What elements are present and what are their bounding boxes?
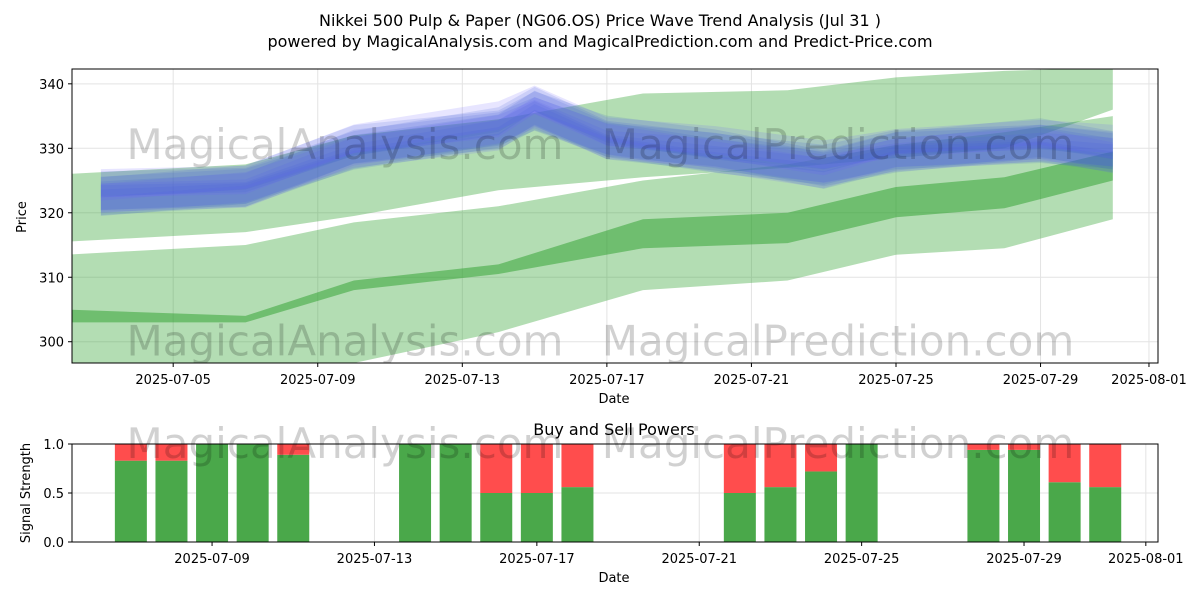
bottom-chart-title: Buy and Sell Powers [533, 420, 695, 439]
price-wave-6 [100, 97, 1113, 201]
sell-bar-1 [155, 444, 188, 461]
bottom-y-tick-label-0: 0.0 [43, 536, 64, 551]
buy-bar-4 [277, 454, 310, 542]
watermark-top-2: MagicalPrediction.com [602, 120, 1075, 169]
bottom-y-tick-label-2: 1.0 [43, 438, 64, 453]
sell-bar-16 [1048, 444, 1081, 483]
top-y-tick-label-0: 300 [39, 336, 64, 351]
watermark-top-1: MagicalAnalysis.com [127, 120, 564, 169]
sell-bar-17 [1089, 444, 1122, 488]
top-x-axis-label: Date [598, 392, 629, 407]
buy-bar-11 [764, 487, 797, 542]
top-x-tick-label-7: 2025-08-01 [1111, 373, 1187, 388]
buy-bar-5 [399, 444, 432, 542]
buy-bar-17 [1089, 487, 1122, 542]
sell-bar-10 [723, 444, 756, 493]
bottom-plot-frame [71, 443, 1159, 543]
buy-bar-8 [520, 493, 553, 542]
sell-bar-8 [520, 444, 553, 493]
buy-bar-3 [236, 444, 269, 542]
price-wave-7 [100, 90, 1113, 198]
bottom-x-tick-label-3: 2025-07-21 [661, 552, 737, 567]
buy-bar-2 [196, 444, 229, 542]
buy-bar-14 [967, 449, 1000, 542]
sell-bar-12 [805, 444, 838, 472]
buy-bar-0 [114, 460, 147, 542]
sell-bar-9 [561, 444, 594, 488]
sell-bar-11 [764, 444, 797, 488]
top-x-tick-label-3: 2025-07-17 [569, 373, 645, 388]
price-wave-5 [100, 91, 1113, 216]
buy-sell-power-plot: 0.0 0.5 1.0 2025-07-09 2025-07-13 2025-07-17 2… [43, 419, 1183, 567]
buy-bar-12 [805, 471, 838, 542]
sell-bar-4 [277, 444, 310, 455]
bottom-y-tick-label-1: 0.5 [43, 487, 64, 502]
chart-title-line2: powered by MagicalAnalysis.com and Magic… [267, 32, 932, 51]
sell-bar-0 [114, 444, 147, 461]
trend-band-0 [72, 69, 1113, 242]
sell-bar-15 [1008, 444, 1041, 450]
buy-bar-15 [1008, 449, 1041, 542]
top-x-tick-label-5: 2025-07-25 [858, 373, 934, 388]
bottom-x-tick-label-6: 2025-08-01 [1108, 552, 1184, 567]
price-wave-0 [100, 109, 1113, 214]
top-x-tick-label-0: 2025-07-05 [135, 373, 211, 388]
buy-bar-13 [845, 444, 878, 542]
bottom-y-axis-label: Signal Strength [19, 443, 34, 543]
bottom-x-tick-label-5: 2025-07-29 [986, 552, 1062, 567]
watermark-top-3: MagicalAnalysis.com [127, 317, 564, 366]
top-x-tick-label-2: 2025-07-13 [425, 373, 501, 388]
chart-title-line1: Nikkei 500 Pulp & Paper (NG06.OS) Price … [319, 11, 881, 30]
top-x-tick-label-6: 2025-07-29 [1003, 373, 1079, 388]
bottom-x-tick-label-2: 2025-07-17 [499, 552, 575, 567]
top-y-axis-label: Price [15, 201, 30, 233]
top-y-tick-label-3: 330 [39, 142, 64, 157]
buy-bar-6 [439, 444, 472, 542]
top-plot-area: MagicalAnalysis.com MagicalPrediction.com… [72, 69, 1113, 366]
bottom-x-axis-label: Date [598, 571, 629, 586]
trend-band-2 [72, 151, 1113, 323]
buy-bar-16 [1048, 482, 1081, 542]
top-y-tick-label-2: 320 [39, 207, 64, 222]
price-wave-4 [100, 97, 1113, 216]
bottom-x-tick-label-1: 2025-07-13 [337, 552, 413, 567]
buy-bar-7 [480, 493, 513, 542]
price-wave-1 [100, 104, 1113, 211]
top-y-tick-label-4: 340 [39, 78, 64, 93]
price-wave-8 [100, 86, 1113, 196]
buy-bar-1 [155, 460, 188, 542]
sell-bar-7 [480, 444, 513, 493]
sell-bar-14 [967, 444, 1000, 450]
price-wave-2 [100, 101, 1113, 210]
top-plot-frame [71, 68, 1159, 364]
top-x-tick-label-4: 2025-07-21 [714, 373, 790, 388]
buy-bar-10 [723, 493, 756, 542]
bottom-x-tick-label-4: 2025-07-25 [824, 552, 900, 567]
watermark-top-4: MagicalPrediction.com [602, 317, 1075, 366]
price-wave-plot: 300 310 320 330 340 2025-07-05 2025-07-09 2025-… [39, 68, 1187, 388]
price-wave-3 [100, 100, 1113, 212]
bottom-x-tick-label-0: 2025-07-09 [174, 552, 250, 567]
price-wave-9 [100, 85, 1113, 198]
buy-bar-9 [561, 487, 594, 542]
top-x-tick-label-1: 2025-07-09 [280, 373, 356, 388]
top-y-tick-label-1: 310 [39, 271, 64, 286]
